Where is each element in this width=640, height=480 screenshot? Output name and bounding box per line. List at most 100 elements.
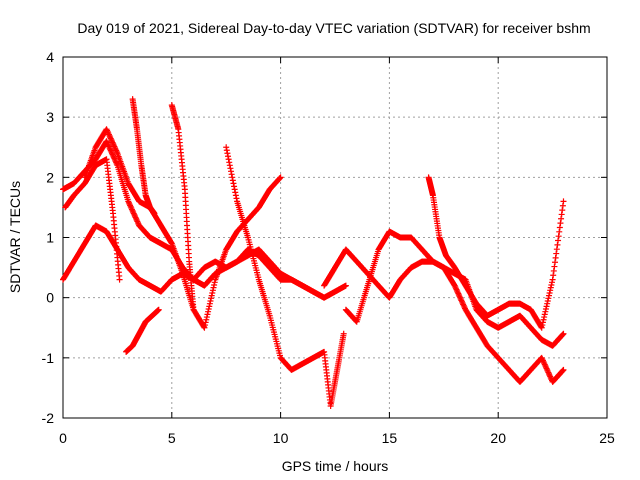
- data-point: [128, 205, 135, 212]
- data-point: [546, 372, 553, 379]
- data-point: [207, 298, 214, 305]
- data-point: [538, 324, 545, 331]
- data-point: [457, 296, 464, 303]
- data-point: [542, 306, 549, 313]
- data-point: [104, 127, 111, 134]
- data-point: [543, 303, 550, 310]
- data-point: [128, 206, 135, 213]
- data-point: [206, 303, 213, 310]
- data-point: [454, 287, 461, 294]
- data-point: [550, 272, 557, 279]
- data-point: [544, 368, 551, 375]
- data-point: [111, 143, 118, 150]
- data-point: [108, 136, 115, 143]
- data-point: [460, 302, 467, 309]
- data-point: [541, 360, 548, 367]
- data-point: [559, 331, 566, 338]
- data-point: [106, 132, 113, 139]
- data-point: [458, 297, 465, 304]
- data-point: [558, 211, 565, 218]
- data-point: [549, 276, 556, 283]
- data-point: [228, 171, 235, 178]
- data-point: [127, 202, 134, 209]
- data-point: [541, 314, 548, 321]
- data-point: [452, 285, 459, 292]
- series-trace-5: [123, 306, 162, 355]
- series-trace-8: [223, 144, 347, 409]
- data-point: [560, 330, 567, 337]
- data-point: [131, 211, 138, 218]
- data-point: [226, 159, 233, 166]
- data-point: [545, 292, 552, 299]
- data-point: [155, 306, 162, 313]
- data-point: [111, 144, 118, 151]
- data-point: [134, 219, 141, 226]
- data-point: [455, 291, 462, 298]
- data-point: [151, 210, 158, 217]
- data-point: [227, 165, 234, 172]
- data-point: [132, 214, 139, 221]
- data-point: [558, 215, 565, 222]
- series-trace-3: [60, 222, 328, 301]
- data-point: [544, 298, 551, 305]
- data-point: [551, 263, 558, 270]
- data-point: [223, 147, 230, 154]
- data-point: [547, 374, 554, 381]
- data-point: [204, 311, 211, 318]
- data-point: [542, 308, 549, 315]
- data-point: [559, 207, 566, 214]
- data-point: [276, 175, 283, 182]
- data-point: [544, 366, 551, 373]
- data-point: [556, 224, 563, 231]
- data-point: [555, 237, 562, 244]
- data-point: [225, 156, 232, 163]
- y-axis-label: SDTVAR / TECUs: [7, 181, 23, 293]
- x-tick-label: 15: [382, 430, 398, 446]
- data-point: [232, 192, 239, 199]
- data-point: [452, 283, 459, 290]
- data-point: [560, 198, 567, 205]
- series-trace-11: [425, 174, 567, 331]
- data-point: [541, 311, 548, 318]
- data-point: [277, 174, 284, 181]
- data-point: [453, 286, 460, 293]
- data-point: [110, 152, 117, 159]
- data-point: [552, 254, 559, 261]
- data-point: [321, 294, 328, 301]
- data-point: [548, 279, 555, 286]
- data-point: [208, 295, 215, 302]
- y-tick-label: 1: [46, 230, 54, 246]
- data-point: [104, 139, 111, 146]
- data-point: [547, 284, 554, 291]
- data-point: [559, 202, 566, 209]
- data-point: [225, 153, 232, 160]
- data-point: [108, 138, 115, 145]
- series-trace-7: [168, 102, 197, 313]
- data-point: [130, 210, 137, 217]
- data-point: [539, 319, 546, 326]
- data-point: [109, 151, 116, 158]
- data-point: [226, 162, 233, 169]
- data-point: [107, 146, 114, 153]
- data-point: [539, 322, 546, 329]
- data-point: [125, 199, 132, 206]
- data-point: [539, 356, 546, 363]
- data-point: [545, 370, 552, 377]
- data-point: [134, 218, 141, 225]
- data-point: [105, 143, 112, 150]
- data-point: [105, 131, 112, 138]
- data-point: [104, 128, 111, 135]
- x-tick-label: 10: [273, 430, 289, 446]
- chart-title: Day 019 of 2021, Sidereal Day-to-day VTE…: [77, 20, 590, 36]
- data-point: [107, 147, 114, 154]
- data-point: [127, 203, 134, 210]
- data-point: [113, 159, 120, 166]
- data-point: [540, 316, 547, 323]
- data-point: [103, 138, 110, 145]
- data-point: [556, 228, 563, 235]
- data-point: [232, 189, 239, 196]
- data-point: [231, 186, 238, 193]
- y-tick-label: 0: [46, 290, 54, 306]
- data-point: [340, 330, 347, 337]
